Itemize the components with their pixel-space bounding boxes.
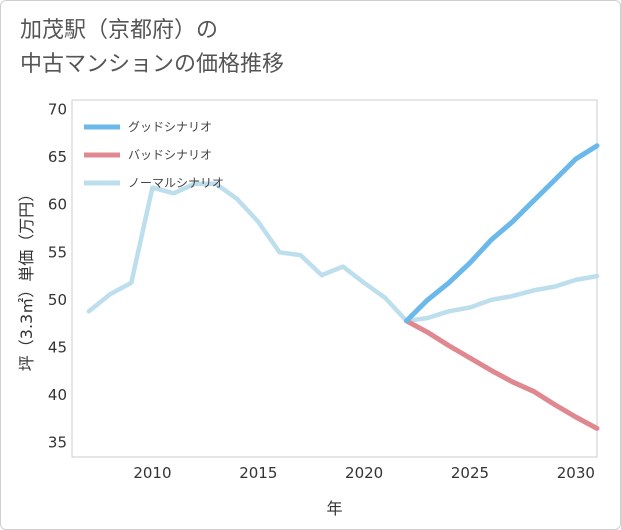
y-tick-label: 65 [48, 148, 67, 166]
series-layer [86, 143, 600, 431]
x-tick-label: 2015 [239, 464, 277, 482]
legend-label: ノーマルシナリオ [128, 176, 224, 190]
series-line-2 [86, 181, 600, 324]
y-tick-label: 45 [48, 339, 67, 357]
y-axis-label: 坪（3.3㎡）単価（万円） [17, 186, 36, 371]
chart-title-line-1: 加茂駅（京都府）の [20, 18, 219, 43]
y-tick-label: 50 [48, 291, 67, 309]
chart-title-line-2: 中古マンションの価格推移 [20, 52, 285, 77]
y-tick-label: 70 [48, 101, 67, 119]
y-tick-label: 60 [48, 196, 67, 214]
x-tick-label: 2020 [345, 464, 383, 482]
plot-area [71, 99, 598, 458]
y-tick-label: 40 [48, 386, 67, 404]
chart-title: 加茂駅（京都府）の 中古マンションの価格推移 [20, 14, 284, 82]
x-tick-label: 2025 [451, 464, 489, 482]
legend-label: グッドシナリオ [128, 120, 212, 134]
x-axis-ticks: 2010 2015 2020 2025 2030 [133, 464, 595, 482]
legend-label: バッドシナリオ [128, 148, 212, 162]
y-tick-label: 35 [48, 434, 67, 452]
y-axis-ticks: 35 40 45 50 55 60 65 70 [48, 101, 67, 452]
x-axis-label: 年 [326, 499, 342, 518]
series-line-1 [404, 318, 600, 431]
plot-frame [71, 99, 598, 458]
x-tick-label: 2010 [133, 464, 171, 482]
x-tick-label: 2030 [557, 464, 595, 482]
series-line-0 [404, 143, 600, 324]
y-tick-label: 55 [48, 243, 67, 261]
